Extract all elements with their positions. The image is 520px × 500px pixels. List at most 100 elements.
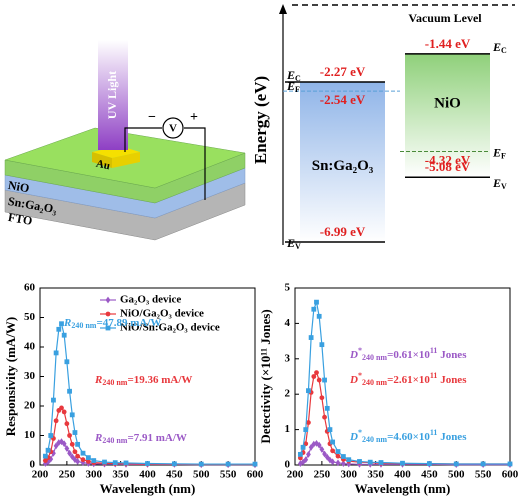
annotation-part: =4.60×10 [387,431,430,443]
label: Wavelength (nm) [100,481,196,496]
annotation-part: =0.61×10 [387,349,430,361]
annotation-part: 11 [430,346,438,355]
label: 60 [24,282,36,294]
annotation-part: 11 [430,428,438,437]
data-point [306,420,311,425]
data-point [378,460,384,465]
data-point [59,405,64,411]
data-point [319,342,325,348]
data-point [330,458,336,466]
label: -2.54 eV [320,92,366,107]
annotation-part: 240 nm [102,378,127,387]
data-point [308,443,314,451]
data-point [61,440,67,448]
label: 0 [285,459,291,471]
data-point [322,450,327,458]
data-point [316,377,322,383]
data-point [306,388,311,394]
data-point [327,456,333,464]
label: V [169,123,177,135]
annotation: D*240 nm=2.61×1011 Jones [349,371,467,387]
data-point [91,458,97,463]
arrow-head [279,4,287,14]
annotation-part: 240 nm [362,435,387,444]
annotation-part: =19.36 mA/W [127,374,192,386]
data-point [72,430,78,435]
legend-label: Ga₂O₃ device [120,294,181,306]
data-point [85,455,91,461]
data-point [51,397,56,403]
symbol-main: E [286,79,295,93]
data-point [324,405,330,411]
label: 350 [112,469,129,481]
data-point [297,451,303,457]
annotation-part: 240 nm [102,436,127,445]
data-point [56,326,62,332]
data-point [105,296,111,304]
data-point [61,332,67,338]
label: 250 [314,469,331,481]
data-point [225,461,231,467]
symbol-sub: F [295,85,300,94]
data-point [123,460,129,466]
data-point [75,458,81,465]
legend-label: NiO/Ga₂O₃ device [120,308,204,320]
label: Energy (eV) [251,76,270,164]
label: NiO [434,95,461,111]
data-point [67,388,72,394]
annotation-part: 240 nm [362,353,387,362]
label: 1 [285,423,291,435]
data-point [59,321,64,327]
data-point [306,450,311,458]
data-point [327,427,333,432]
label: 600 [502,469,519,481]
data-point [45,447,51,453]
annotation-part: D [349,431,358,443]
data-point [80,457,86,463]
label: − [148,110,156,125]
level-symbol: EC [492,40,507,55]
data-point [507,461,513,467]
symbol-sub: V [501,182,507,191]
data-point [335,459,341,467]
annotation-part: D [349,349,358,361]
data-point [400,460,405,466]
data-point [69,441,75,447]
data-point [330,439,336,445]
data-point [346,457,352,463]
label: 250 [59,469,76,481]
data-point [145,461,150,466]
data-point [42,453,48,459]
data-point [322,414,327,420]
data-point [69,412,75,418]
annotation-part: Jones [437,431,467,443]
data-point [335,449,341,454]
data-point [311,374,317,379]
data-point [330,448,336,454]
data-point [53,418,59,424]
annotation-part: =2.61×10 [387,374,430,386]
data-point [75,441,81,447]
label: 500 [193,469,210,481]
label: 3 [285,352,291,364]
label: 400 [139,469,156,481]
annotation-part: * [358,371,362,380]
data-point [367,459,373,465]
label: 2 [285,388,291,400]
data-point [252,461,258,467]
data-point [346,460,352,468]
data-point [311,440,317,448]
data-point [102,459,107,465]
symbol-sub: F [501,151,506,160]
data-point [80,450,86,456]
data-point [300,458,306,466]
data-point [357,459,362,464]
label: 30 [24,370,36,382]
label: Detectivity (×10¹¹ Jones) [258,309,273,443]
data-point [319,446,325,453]
symbol-main: E [492,176,501,190]
band-gap [405,53,490,178]
label: 400 [394,469,411,481]
data-point [340,460,346,467]
